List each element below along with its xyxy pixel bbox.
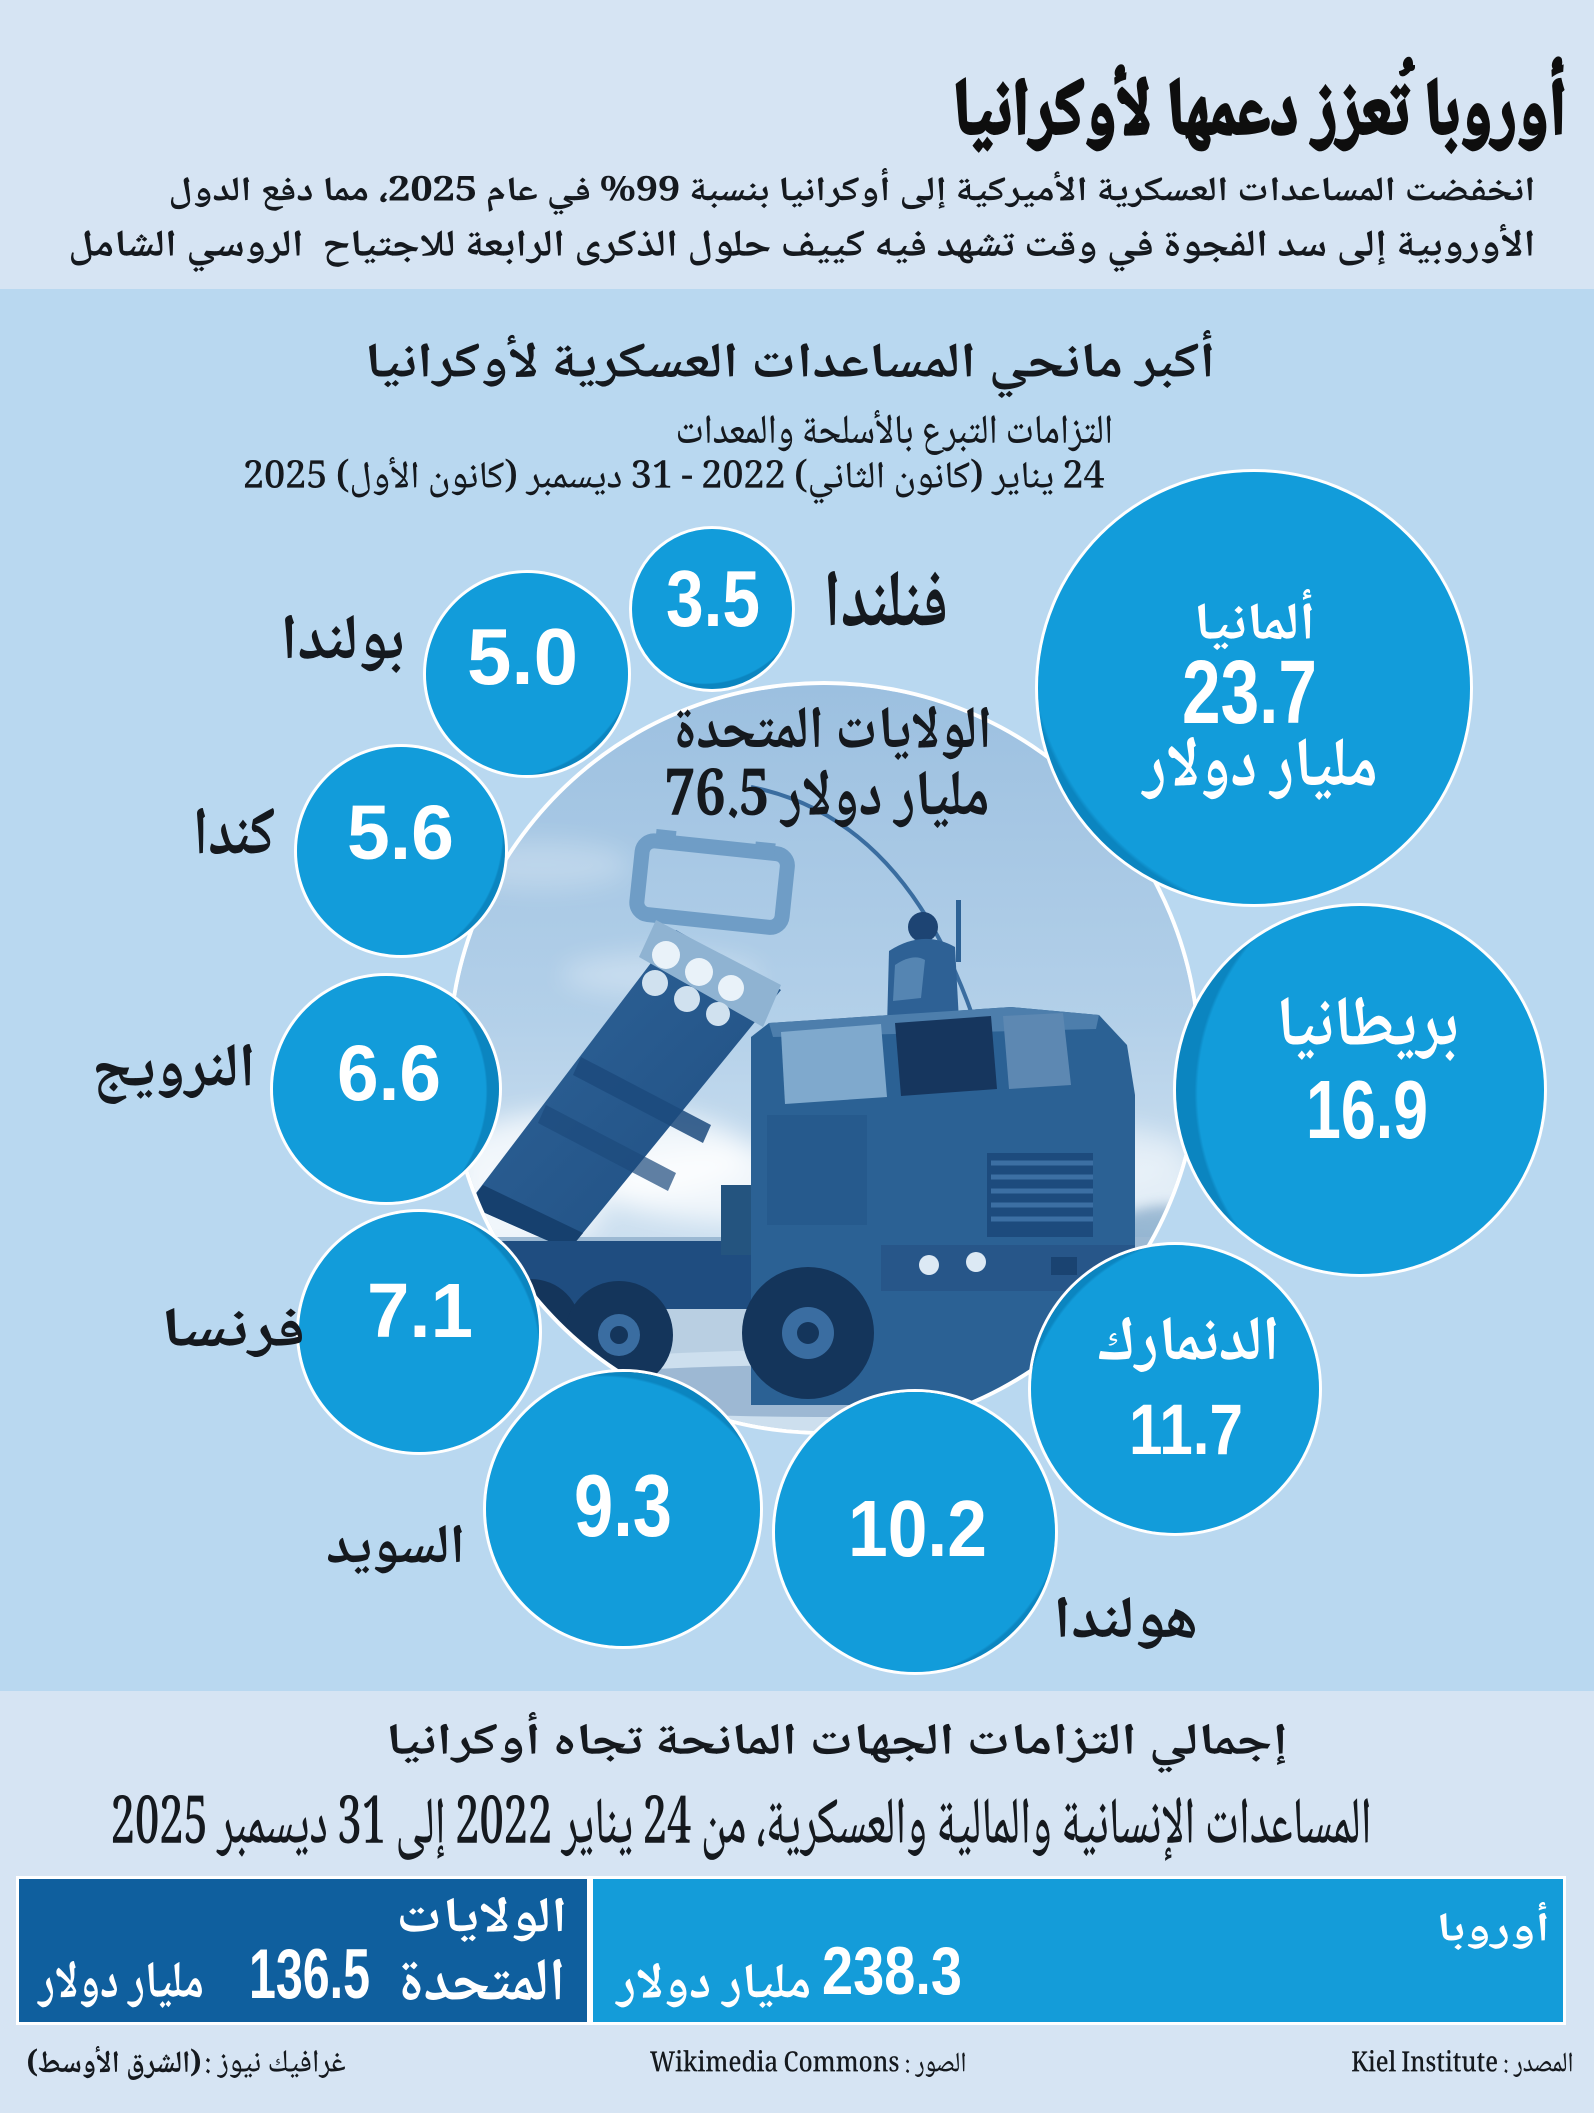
svg-text:136.5: 136.5: [249, 1934, 370, 2013]
svg-text:3.5: 3.5: [666, 553, 760, 643]
svg-text:7.1: 7.1: [367, 1268, 473, 1354]
svg-text:10.2: 10.2: [848, 1483, 987, 1573]
svg-text:5.0: 5.0: [467, 611, 578, 701]
svg-text:6.6: 6.6: [337, 1029, 441, 1117]
svg-text:11.7: 11.7: [1129, 1390, 1243, 1470]
svg-text:238.3: 238.3: [822, 1934, 962, 2009]
svg-text:23.7: 23.7: [1182, 643, 1317, 743]
svg-text:5.6: 5.6: [347, 790, 454, 876]
svg-text:9.3: 9.3: [574, 1456, 672, 1555]
svg-text:16.9: 16.9: [1306, 1063, 1428, 1156]
